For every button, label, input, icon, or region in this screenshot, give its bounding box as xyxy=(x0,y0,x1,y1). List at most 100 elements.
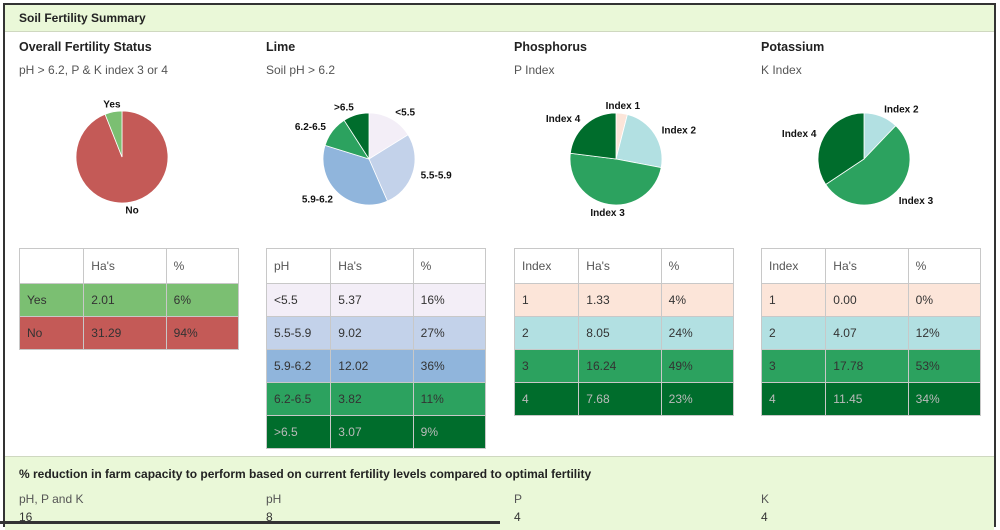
table-cell: 24% xyxy=(660,316,735,350)
table-cell: 94% xyxy=(165,316,240,350)
pie-label: Index 4 xyxy=(782,129,817,140)
table-cell: 12% xyxy=(907,316,982,350)
footer-title: % reduction in farm capacity to perform … xyxy=(19,467,592,481)
table-cell: <5.5 xyxy=(265,283,332,317)
table-cell: 17.78 xyxy=(825,349,909,383)
table-row: 4 7.68 23% xyxy=(513,382,735,416)
column-header: % xyxy=(907,248,982,284)
column-header: % xyxy=(660,248,735,284)
table-cell: 4.07 xyxy=(825,316,909,350)
pie-slice xyxy=(104,110,123,158)
table-cell: 16% xyxy=(412,283,487,317)
capacity-reduction-footer: % reduction in farm capacity to perform … xyxy=(5,456,994,530)
table-cell: 23% xyxy=(660,382,735,416)
pie-label: Index 2 xyxy=(662,126,697,137)
pie-label: Index 4 xyxy=(546,114,581,125)
table-cell: 16.24 xyxy=(578,349,662,383)
section-title: Overall Fertility Status xyxy=(19,40,152,54)
table-row: 5.9-6.2 12.02 36% xyxy=(265,349,487,383)
footer-label: pH xyxy=(266,492,282,506)
table-cell: 8.05 xyxy=(578,316,662,350)
table-cell: 0.00 xyxy=(825,283,909,317)
column-header: Ha's xyxy=(578,248,662,284)
table-cell: 9% xyxy=(412,415,487,449)
table-cell: 2 xyxy=(513,316,580,350)
pie-label: Index 3 xyxy=(899,196,934,207)
panel-title: Soil Fertility Summary xyxy=(5,5,994,32)
table-cell: 4% xyxy=(660,283,735,317)
lime-pie-chart: <5.5 5.5-5.9 5.9-6.2 6.2-6.5 >6.5 xyxy=(295,103,453,206)
overall-pie-chart: No Yes xyxy=(75,100,169,217)
table-cell: 4 xyxy=(513,382,580,416)
pie-slice xyxy=(322,144,388,206)
table-row: 1 1.33 4% xyxy=(513,283,735,317)
section-title: Potassium xyxy=(761,40,825,54)
table-cell: 2 xyxy=(760,316,827,350)
table-cell: 2.01 xyxy=(83,283,167,317)
potassium-pie-chart: Index 2 Index 3 Index 4 xyxy=(782,104,934,207)
phosphorus-table: Index Ha's% 1 1.33 4% 2 8.05 24% 3 16.24 49% 4 7.68 2… xyxy=(513,248,735,416)
table-row: 3 17.78 53% xyxy=(760,349,982,383)
table-cell: 12.02 xyxy=(330,349,414,383)
table-row: <5.5 5.37 16% xyxy=(265,283,487,317)
footer-value: 4 xyxy=(761,510,768,524)
pie-slice xyxy=(343,112,370,161)
column-header: Index xyxy=(513,248,580,284)
table-cell: 5.9-6.2 xyxy=(265,349,332,383)
table-cell: 5.5-5.9 xyxy=(265,316,332,350)
footer-label: K xyxy=(761,492,770,506)
pie-label: <5.5 xyxy=(395,107,415,118)
table-row: 2 4.07 12% xyxy=(760,316,982,350)
table-cell: No xyxy=(18,316,85,350)
pie-label: Yes xyxy=(103,100,121,111)
column-header: % xyxy=(412,248,487,284)
table-row: 2 8.05 24% xyxy=(513,316,735,350)
column-header: Ha's xyxy=(825,248,909,284)
column-header: pH xyxy=(265,248,332,284)
column-header: Ha's xyxy=(83,248,167,284)
table-cell: 7.68 xyxy=(578,382,662,416)
footer-value: 16 xyxy=(19,510,33,524)
table-cell: 6% xyxy=(165,283,240,317)
table-row: >6.5 3.07 9% xyxy=(265,415,487,449)
section-subtitle: K Index xyxy=(761,63,802,77)
phosphorus-pie-chart: Index 1 Index 2 Index 3 Index 4 xyxy=(546,101,697,219)
footer-label: P xyxy=(514,492,523,506)
pie-label: No xyxy=(125,206,138,217)
pie-label: Index 2 xyxy=(884,104,919,115)
section-subtitle: pH > 6.2, P & K index 3 or 4 xyxy=(19,63,168,77)
table-cell: Yes xyxy=(18,283,85,317)
table-cell: 36% xyxy=(412,349,487,383)
table-row: No 31.29 94% xyxy=(18,316,240,350)
lime-table: pH Ha's% <5.5 5.37 16% 5.5-5.9 9.02 27% 5.9-6.2 1… xyxy=(265,248,487,449)
footer-value: 4 xyxy=(514,510,521,524)
table-row: 1 0.00 0% xyxy=(760,283,982,317)
table-cell: 5.37 xyxy=(330,283,414,317)
table-cell: 1 xyxy=(513,283,580,317)
table-cell: 31.29 xyxy=(83,316,167,350)
table-row: 4 11.45 34% xyxy=(760,382,982,416)
table-cell: 4 xyxy=(760,382,827,416)
table-cell: 11% xyxy=(412,382,487,416)
table-cell: 53% xyxy=(907,349,982,383)
pie-label: Index 1 xyxy=(606,101,641,112)
table-cell: 1 xyxy=(760,283,827,317)
bottom-divider xyxy=(0,521,500,524)
table-row: Yes 2.01 6% xyxy=(18,283,240,317)
pie-slice xyxy=(615,113,663,169)
table-cell: >6.5 xyxy=(265,415,332,449)
column-header: Index xyxy=(760,248,827,284)
table-row: 3 16.24 49% xyxy=(513,349,735,383)
pie-slice xyxy=(368,112,409,160)
table-cell: 3 xyxy=(760,349,827,383)
table-cell: 3 xyxy=(513,349,580,383)
footer-label: pH, P and K xyxy=(19,492,84,506)
pie-slice xyxy=(817,112,865,186)
table-cell: 49% xyxy=(660,349,735,383)
table-cell: 0% xyxy=(907,283,982,317)
pie-slice xyxy=(825,125,911,206)
section-title: Phosphorus xyxy=(514,40,587,54)
table-cell: 3.07 xyxy=(330,415,414,449)
pie-label: 5.5-5.9 xyxy=(421,171,453,182)
table-row: 5.5-5.9 9.02 27% xyxy=(265,316,487,350)
